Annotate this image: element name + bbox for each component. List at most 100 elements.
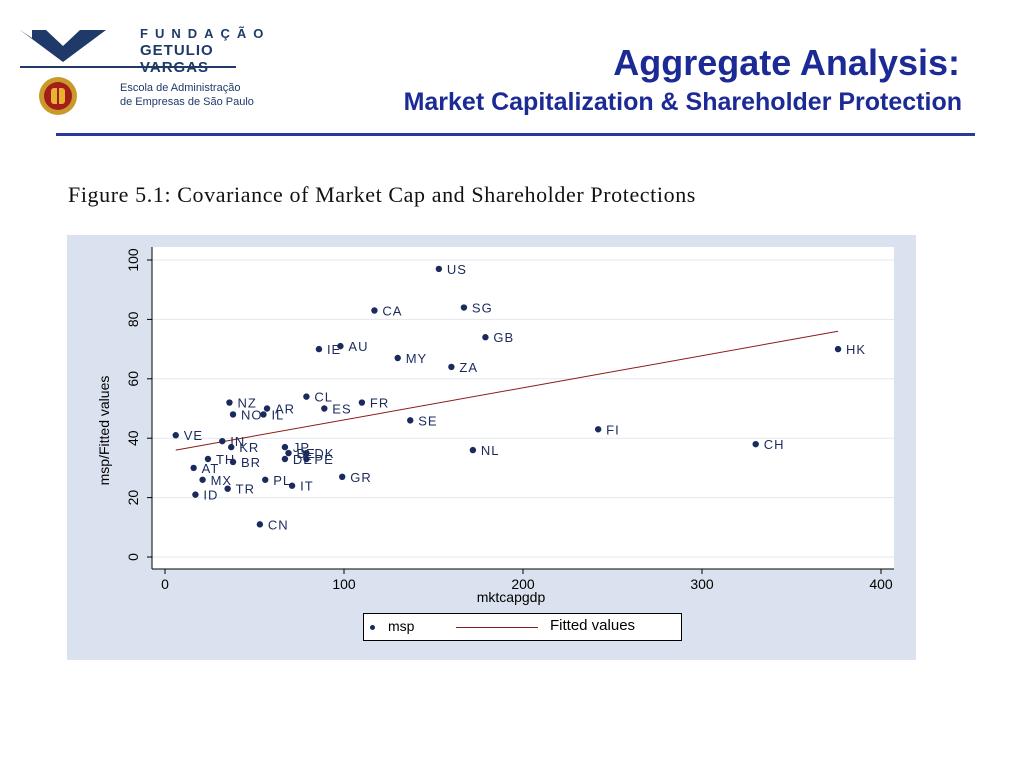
point-label: IT — [300, 479, 314, 494]
point-label: NO — [241, 407, 263, 422]
legend-marker-fitted — [456, 627, 538, 628]
point-label: AU — [348, 339, 368, 354]
title-divider — [56, 133, 975, 136]
scatter-plot: 0 20 40 60 80 100 0 100 200 300 400 mktcapgdp msp/Fi… — [96, 247, 894, 605]
x-tick-label: 200 — [511, 576, 535, 592]
chart-legend: msp Fitted values — [363, 613, 682, 641]
y-tick-label: 100 — [125, 248, 141, 272]
scatter-point — [229, 458, 237, 466]
scatter-point — [339, 473, 346, 481]
scatter-point — [219, 437, 226, 445]
point-label: CA — [382, 303, 402, 318]
scatter-point — [262, 476, 269, 483]
point-label: NZ — [237, 396, 256, 411]
scatter-point — [192, 491, 199, 498]
y-tick-label: 20 — [125, 490, 141, 506]
y-tick-label: 0 — [125, 553, 141, 561]
point-label: KR — [239, 440, 259, 455]
point-label: ZA — [459, 360, 478, 375]
scatter-point — [407, 417, 414, 424]
x-tick-label: 0 — [161, 576, 169, 592]
scatter-point — [594, 426, 602, 433]
scatter-point — [199, 476, 206, 483]
point-label: ES — [332, 402, 351, 417]
point-label: ID — [203, 488, 218, 503]
point-label: MX — [211, 473, 233, 488]
logo-divider — [20, 66, 236, 68]
point-label: VE — [184, 428, 203, 443]
fgv-name-line1: FUNDAÇÃO — [140, 26, 271, 41]
scatter-point — [281, 455, 289, 463]
fgv-emblem-icon — [20, 30, 106, 62]
x-axis-title: mktcapgdp — [477, 589, 546, 605]
scatter-point — [172, 432, 179, 439]
school-name-line2: de Empresas de São Paulo — [120, 96, 254, 108]
slide-subtitle: Market Capitalization & Shareholder Prot… — [403, 88, 962, 116]
scatter-point — [752, 440, 759, 448]
point-label: DE — [293, 452, 313, 467]
scatter-point — [371, 307, 378, 314]
scatter-point — [315, 345, 323, 353]
point-label: TH — [216, 452, 235, 467]
y-tick-label: 40 — [125, 430, 141, 446]
legend-label-fitted: Fitted values — [550, 617, 636, 634]
point-label: GR — [350, 470, 372, 485]
chart-panel: 0 20 40 60 80 100 0 100 200 300 400 mktcapgdp msp/Fi… — [67, 235, 916, 660]
figure-caption: Figure 5.1: Covariance of Market Cap and… — [68, 182, 696, 207]
point-label: NL — [481, 443, 500, 458]
point-label: IL — [271, 407, 284, 422]
scatter-point — [834, 345, 842, 353]
y-axis-title: msp/Fitted values — [96, 376, 112, 486]
scatter-point — [448, 363, 455, 371]
school-crest-icon — [39, 77, 77, 115]
scatter-point — [358, 399, 366, 406]
scatter-point — [435, 265, 443, 273]
point-label: US — [447, 262, 467, 277]
fitted-line — [175, 330, 839, 451]
scatter-point — [469, 446, 477, 454]
legend-marker-msp — [370, 625, 375, 630]
scatter-point — [288, 482, 296, 489]
scatter-point — [256, 521, 264, 528]
scatter-point — [229, 411, 237, 418]
point-label: FI — [606, 422, 620, 437]
legend-label-msp: msp — [388, 618, 415, 634]
scatter-point — [281, 443, 289, 451]
scatter-point — [226, 399, 233, 406]
point-label: DK — [314, 446, 334, 461]
point-label: TR — [236, 482, 255, 497]
scatter-point — [303, 449, 310, 457]
point-label: SG — [472, 301, 493, 316]
scatter-point — [263, 405, 271, 412]
scatter-point — [228, 443, 235, 451]
scatter-point — [204, 455, 212, 463]
point-label: HK — [846, 342, 866, 357]
scatter-point — [460, 304, 468, 311]
scatter-point — [285, 449, 292, 457]
point-label: BR — [241, 455, 261, 470]
point-label: FR — [370, 396, 389, 411]
scatter-point — [190, 464, 197, 472]
point-label: CH — [764, 437, 785, 452]
scatter-point — [337, 342, 344, 350]
point-label: CN — [268, 517, 289, 532]
scatter-point — [224, 485, 231, 492]
point-label: CL — [314, 390, 333, 405]
point-label: AT — [202, 461, 220, 476]
y-tick-label: 60 — [125, 371, 141, 387]
scatter-point — [303, 455, 310, 463]
point-label: SE — [418, 413, 437, 428]
x-tick-label: 100 — [332, 576, 356, 592]
point-label: AR — [275, 402, 295, 417]
plot-area — [152, 247, 894, 569]
slide-title: Aggregate Analysis: — [613, 42, 960, 83]
school-name-line1: Escola de Administração — [120, 82, 241, 94]
point-label: PL — [273, 473, 291, 488]
point-label: IE — [327, 342, 341, 357]
scatter-point — [482, 334, 489, 341]
scatter-point — [321, 405, 328, 412]
x-tick-label: 400 — [869, 576, 893, 592]
fgv-name-line2: GETULIO VARGAS — [140, 42, 214, 76]
point-label: MY — [406, 351, 428, 366]
scatter-point — [303, 393, 310, 400]
